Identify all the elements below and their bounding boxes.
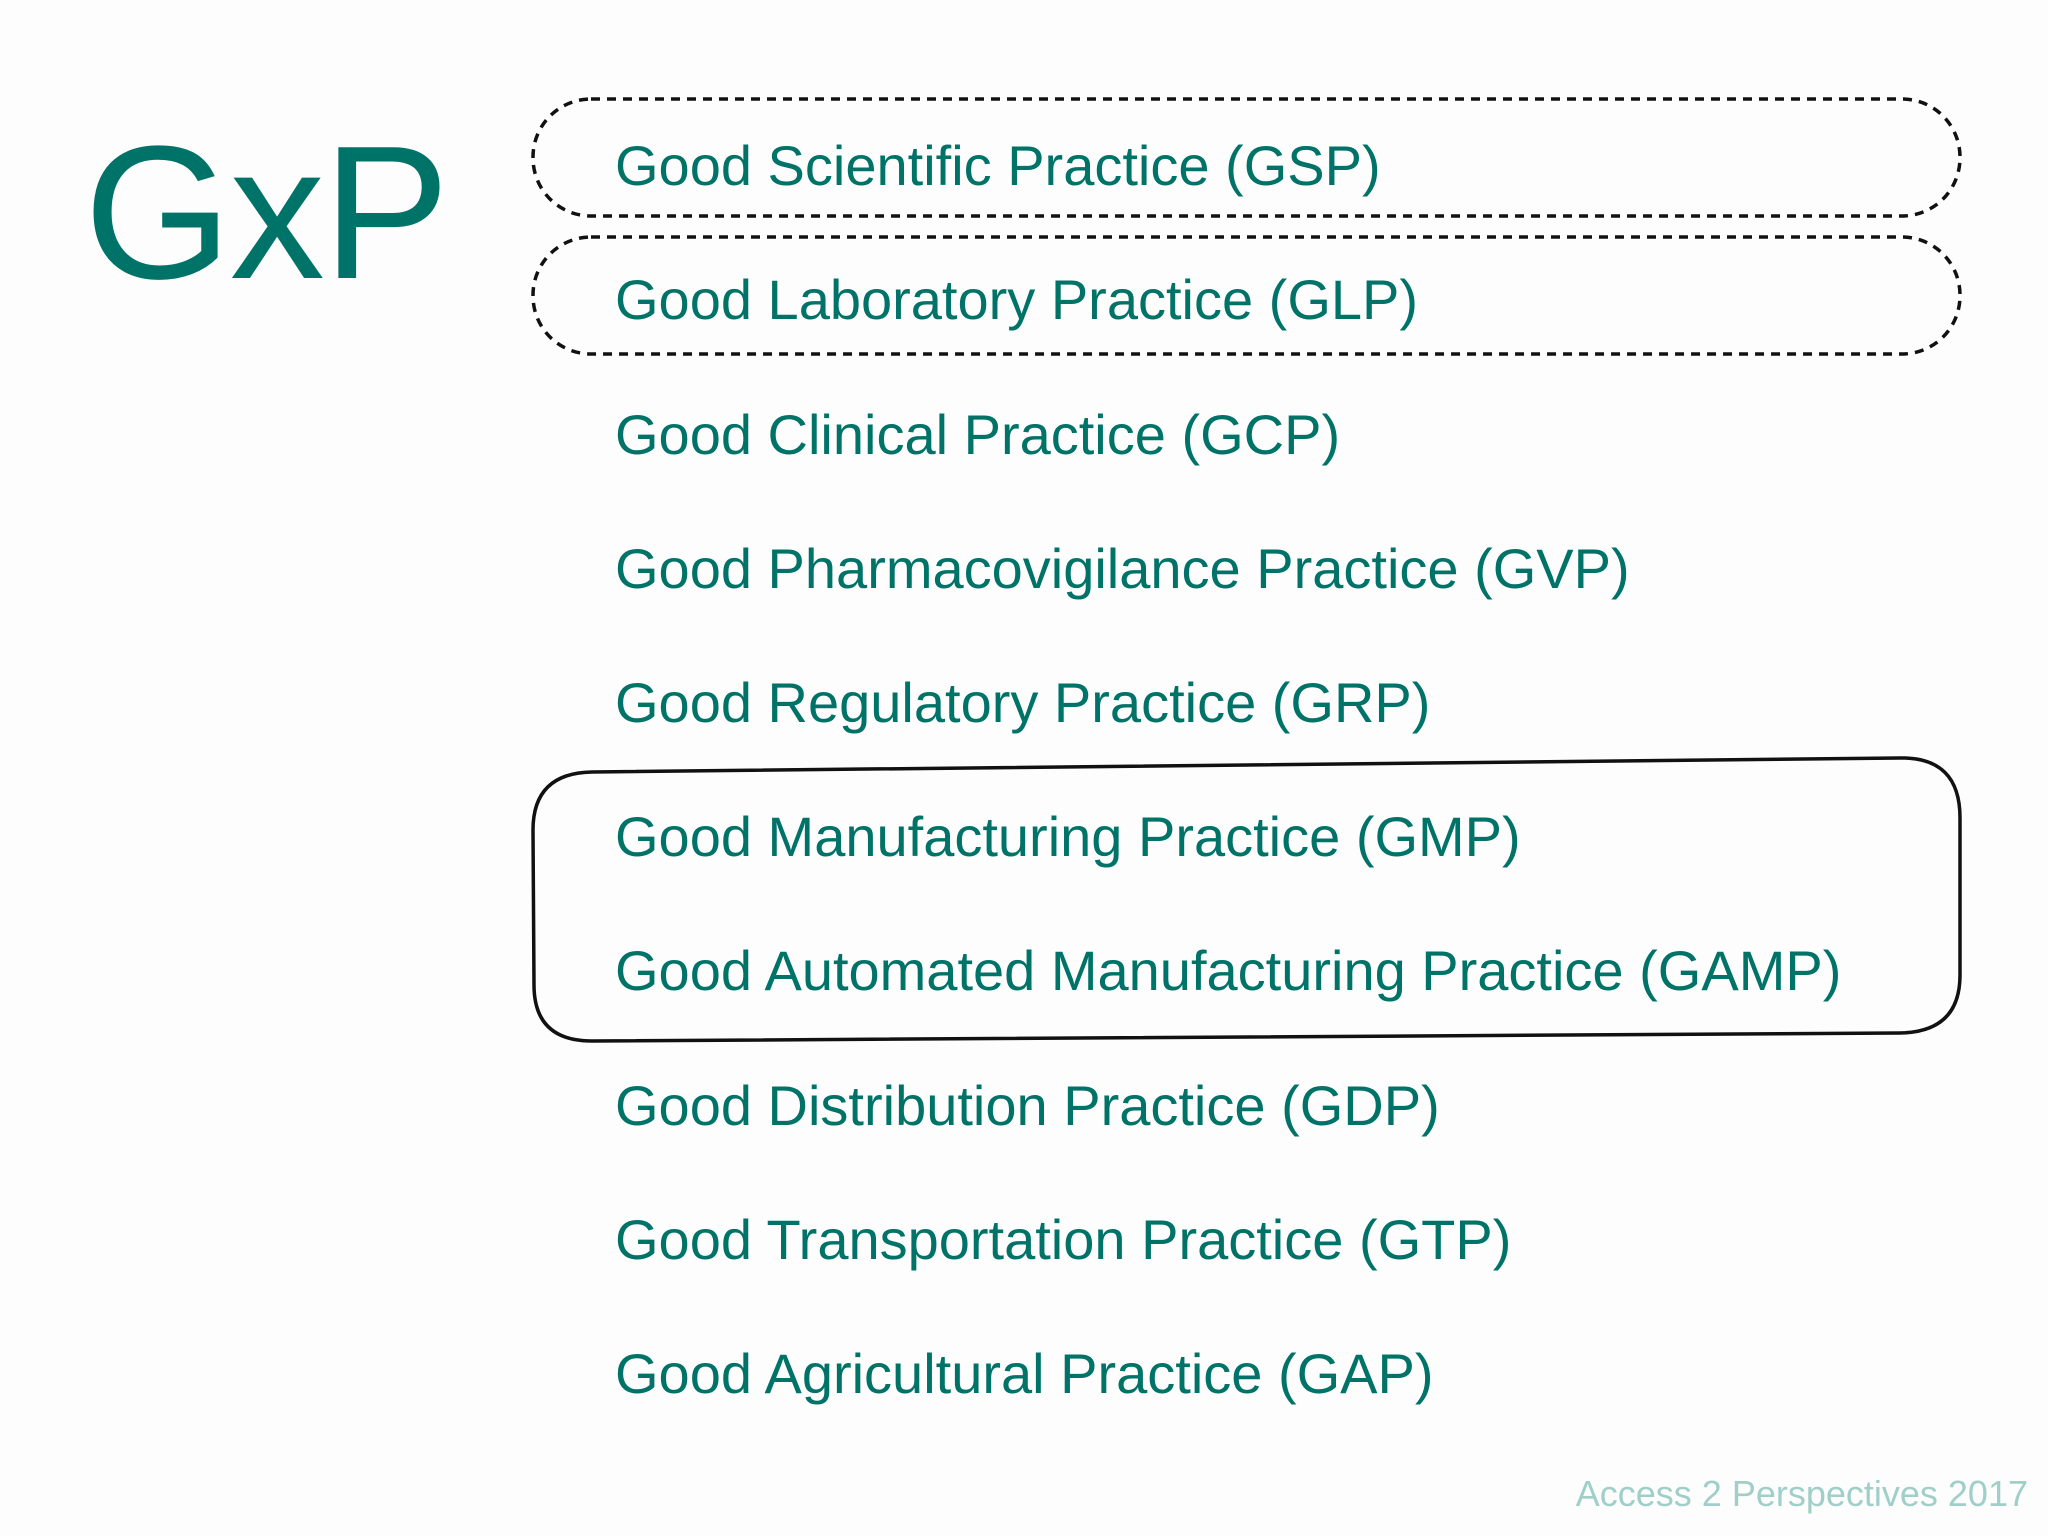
list-item-gsp: Good Scientific Practice (GSP) bbox=[615, 134, 1381, 197]
list-item-gdp: Good Distribution Practice (GDP) bbox=[615, 1074, 1440, 1137]
list-item-gvp: Good Pharmacovigilance Practice (GVP) bbox=[615, 537, 1630, 600]
list-item-gamp: Good Automated Manufacturing Practice (G… bbox=[615, 939, 1842, 1002]
list-item-gmp: Good Manufacturing Practice (GMP) bbox=[615, 805, 1521, 868]
list-item-gtp: Good Transportation Practice (GTP) bbox=[615, 1208, 1512, 1271]
list-item-gap: Good Agricultural Practice (GAP) bbox=[615, 1342, 1434, 1405]
list-item-glp: Good Laboratory Practice (GLP) bbox=[615, 268, 1419, 331]
list-item-gcp: Good Clinical Practice (GCP) bbox=[615, 403, 1341, 466]
footer-credit: Access 2 Perspectives 2017 bbox=[1575, 1473, 2028, 1514]
slide-title: GxP bbox=[84, 107, 450, 319]
list-item-grp: Good Regulatory Practice (GRP) bbox=[615, 671, 1431, 734]
